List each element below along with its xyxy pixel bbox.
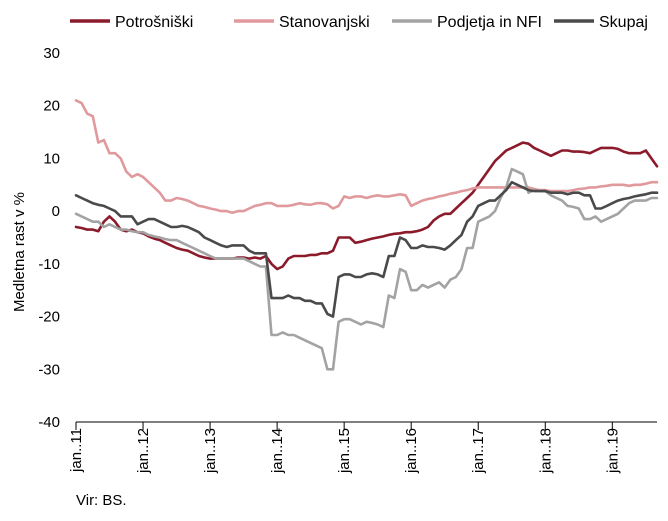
y-tick-label: 0	[52, 203, 60, 220]
legend-label: Potrošniški	[115, 14, 193, 31]
series-line-podjetja-in-nfi	[74, 167, 659, 371]
legend-label: Stanovanjski	[279, 14, 370, 31]
series-line-skupaj	[74, 180, 659, 318]
source-note: Vir: BS.	[76, 492, 127, 509]
x-tick-label: jan..14	[269, 428, 286, 474]
y-tick-label: -20	[38, 309, 60, 326]
x-tick-label: jan..17	[470, 428, 487, 474]
x-tick-label: jan..13	[202, 428, 219, 474]
legend-label: Podjetja in NFI	[437, 14, 542, 31]
y-tick-label: 10	[43, 150, 60, 167]
legend-label: Skupaj	[599, 14, 648, 31]
y-axis-label: Medletna rast v %	[11, 192, 28, 312]
y-tick-label: 30	[43, 45, 60, 62]
x-tick-label: jan..15	[336, 428, 353, 474]
chart-axes: 30 20 10 0 -10 -20 -30 -40 jan..11 jan..12 jan..13…	[38, 45, 657, 474]
x-tick-label: jan..16	[403, 428, 420, 474]
y-tick-label: 20	[43, 98, 60, 115]
y-tick-label: -10	[38, 256, 60, 273]
chart-legend: Potrošniški Stanovanjski Podjetja in NFI Sk…	[70, 14, 648, 31]
chart-plot-area	[74, 99, 659, 371]
y-tick-label: -30	[38, 361, 60, 378]
series-line-stanovanjski	[74, 99, 659, 214]
x-tick-label: jan..18	[537, 428, 554, 474]
y-tick-label: -40	[38, 414, 60, 431]
x-tick-label: jan..11	[68, 428, 85, 473]
x-tick-label: jan..19	[604, 428, 621, 474]
series-line-potro-ni-ki	[74, 141, 659, 271]
x-tick-label: jan..12	[135, 428, 152, 474]
